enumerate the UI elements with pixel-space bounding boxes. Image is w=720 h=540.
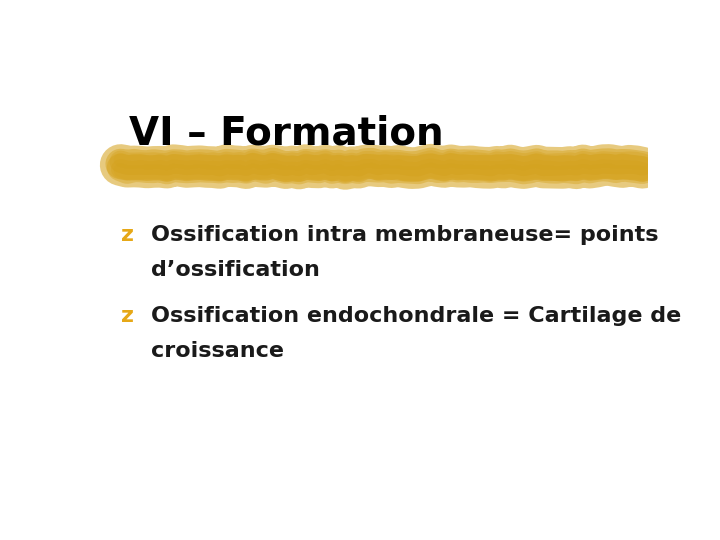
Text: Ossification endochondrale = Cartilage de: Ossification endochondrale = Cartilage d… (151, 306, 682, 326)
Text: croissance: croissance (151, 341, 284, 361)
Text: VI – Formation: VI – Formation (129, 114, 444, 153)
Text: d’ossification: d’ossification (151, 260, 320, 280)
Text: z: z (121, 225, 134, 245)
Text: Ossification intra membraneuse= points: Ossification intra membraneuse= points (151, 225, 659, 245)
Text: z: z (121, 306, 134, 326)
